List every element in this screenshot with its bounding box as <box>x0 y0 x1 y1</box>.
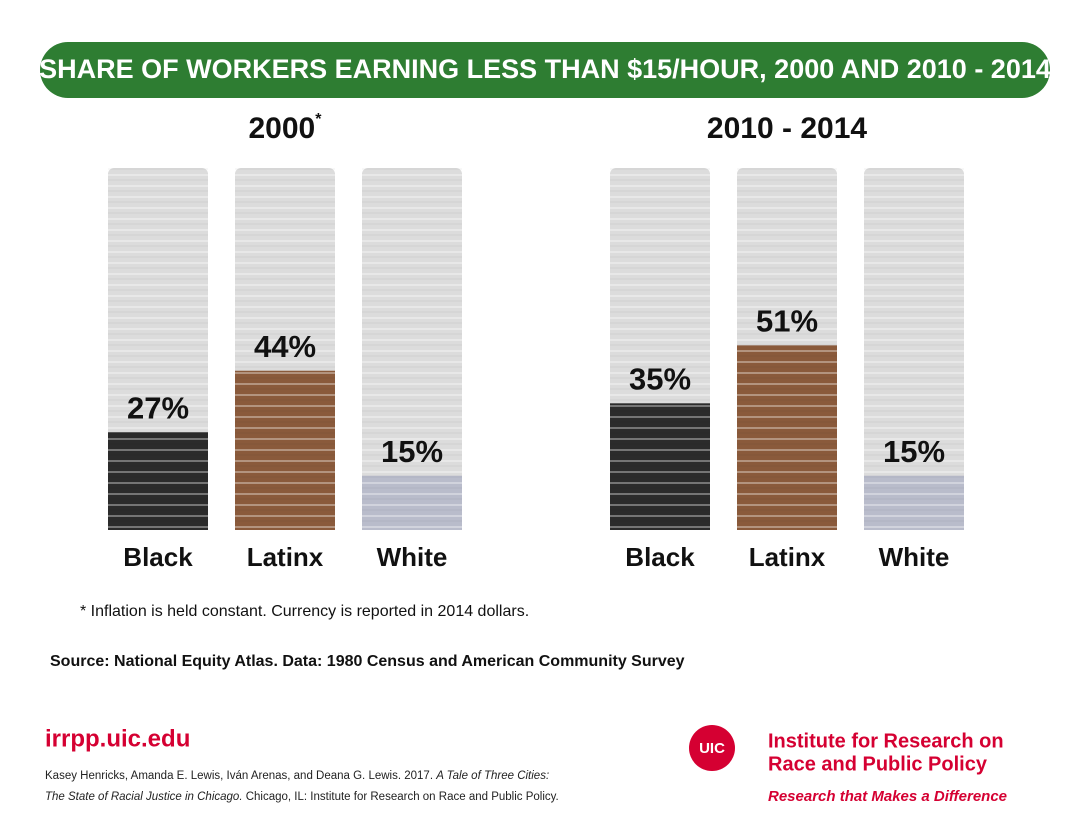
value-label: 15% <box>883 434 945 469</box>
coin-texture <box>737 168 837 530</box>
panel-title: 2000* <box>249 111 323 145</box>
coin-texture <box>362 168 462 530</box>
logo-text: UIC <box>699 740 725 757</box>
tagline: Research that Makes a Difference <box>768 788 1007 805</box>
category-label: Black <box>123 542 193 572</box>
category-label: Latinx <box>247 542 324 572</box>
category-label: White <box>377 542 448 572</box>
footnote: * Inflation is held constant. Currency i… <box>80 603 529 620</box>
coin-texture <box>864 168 964 530</box>
citation: Kasey Henricks, Amanda E. Lewis, Iván Ar… <box>45 770 549 782</box>
panel-title-text: 2010 - 2014 <box>707 112 867 145</box>
panel-title-text: 2000 <box>249 112 316 145</box>
coin-texture <box>610 168 710 530</box>
coin-texture <box>108 168 208 530</box>
citation: The State of Racial Justice in Chicago. … <box>45 791 559 803</box>
logo <box>689 725 735 771</box>
charts: 2000* 27% Black 44% Latinx 15% White 2010 - 201… <box>108 111 964 572</box>
value-label: 44% <box>254 329 316 364</box>
panel-title-marker: * <box>315 111 322 128</box>
citation-text: The State of Racial Justice in Chicago. <box>45 791 243 803</box>
category-label: Latinx <box>749 542 826 572</box>
citation-text: Chicago, IL: Institute for Research on R… <box>243 791 559 803</box>
value-label: 27% <box>127 390 189 425</box>
title-banner <box>40 42 1050 98</box>
citation-text: Kasey Henricks, Amanda E. Lewis, Iván Ar… <box>45 770 436 782</box>
url: irrpp.uic.edu <box>45 725 190 752</box>
org-name: Race and Public Policy <box>768 753 988 775</box>
category-label: White <box>879 542 950 572</box>
org-name: Institute for Research on <box>768 730 1004 752</box>
value-label: 35% <box>629 361 691 396</box>
citation-text: A Tale of Three Cities: <box>435 770 549 782</box>
category-label: Black <box>625 542 695 572</box>
title: SHARE OF WORKERS EARNING LESS THAN $15/H… <box>39 54 1051 84</box>
value-label: 51% <box>756 304 818 339</box>
source: Source: National Equity Atlas. Data: 198… <box>50 653 685 670</box>
coin-texture <box>235 168 335 530</box>
panel-title: 2010 - 2014 <box>707 112 867 145</box>
value-label: 15% <box>381 434 443 469</box>
